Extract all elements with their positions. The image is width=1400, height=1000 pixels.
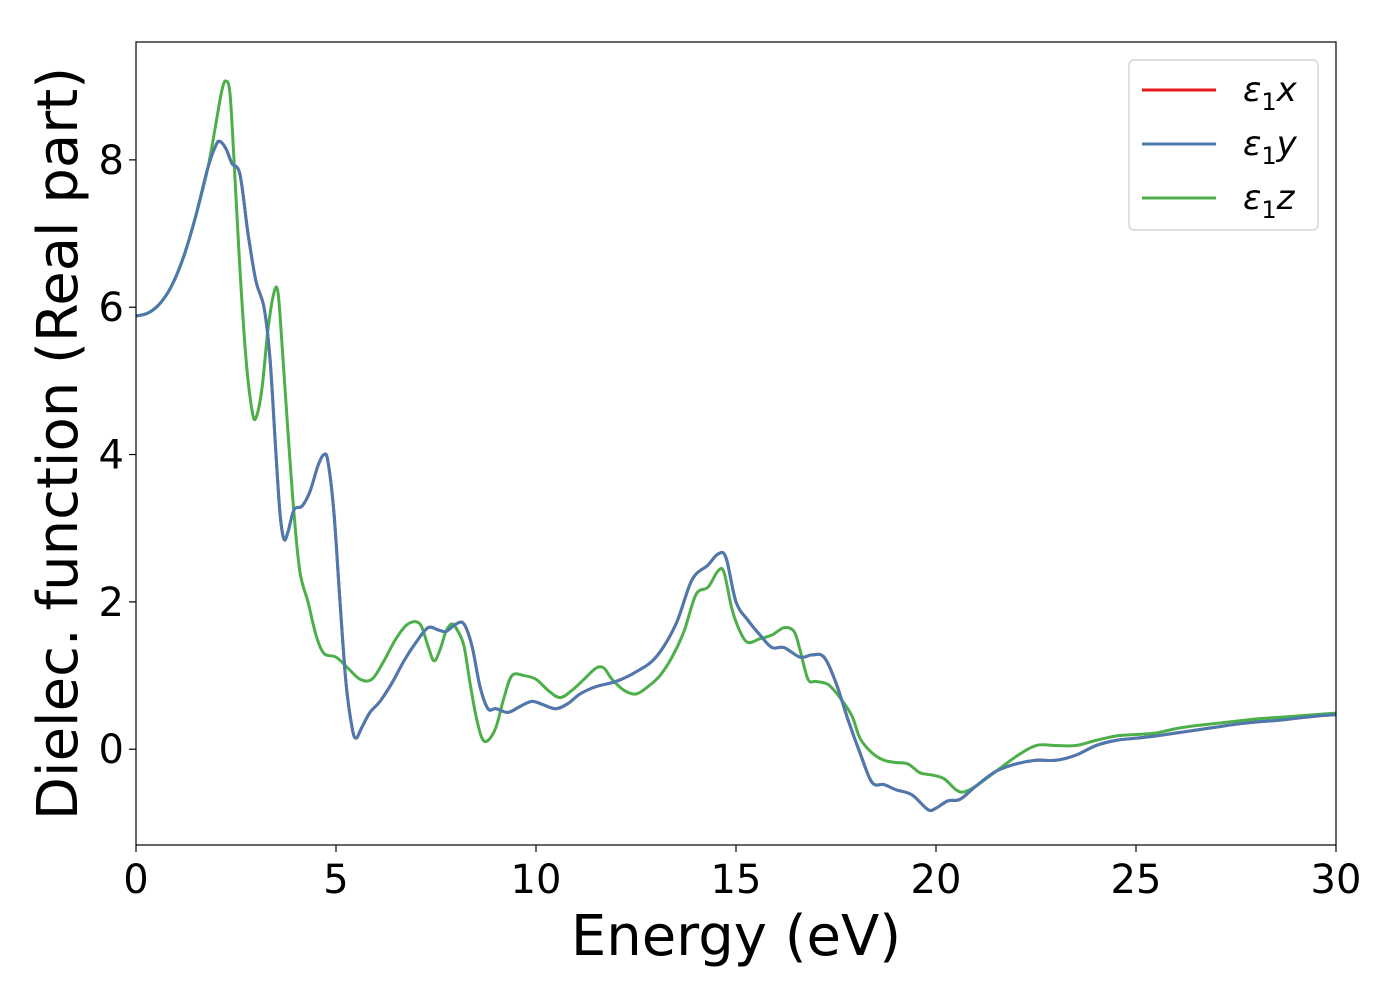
y-axis-title: Dielec. function (Real part) (26, 67, 91, 820)
legend-label-z: ε1z (1243, 178, 1296, 224)
x-tick-label: 25 (1111, 857, 1162, 903)
legend-box (1128, 59, 1319, 231)
x-tick-label: 20 (911, 857, 962, 903)
x-axis-title: Energy (eV) (571, 904, 901, 969)
y-tick-label: 0 (99, 727, 124, 773)
y-tick-label: 2 (99, 580, 124, 626)
x-tick-label: 10 (511, 857, 562, 903)
legend-label-y: ε1y (1243, 124, 1298, 170)
legend-label-x: ε1x (1243, 70, 1298, 116)
series-layer (136, 79, 1336, 813)
x-tick-label: 15 (711, 857, 762, 903)
y-tick-label: 4 (99, 433, 124, 479)
x-tick-label: 0 (123, 857, 148, 903)
x-axis-ticks: 0 5 10 15 20 25 30 (123, 845, 1361, 903)
legend: ε1x ε1y ε1z (1128, 59, 1319, 231)
series-line-y (136, 139, 1336, 813)
y-tick-label: 6 (99, 285, 124, 331)
x-tick-label: 30 (1311, 857, 1362, 903)
x-tick-label: 5 (323, 857, 348, 903)
y-axis-ticks: 0 2 4 6 8 (99, 138, 136, 773)
y-tick-label: 8 (99, 138, 124, 184)
